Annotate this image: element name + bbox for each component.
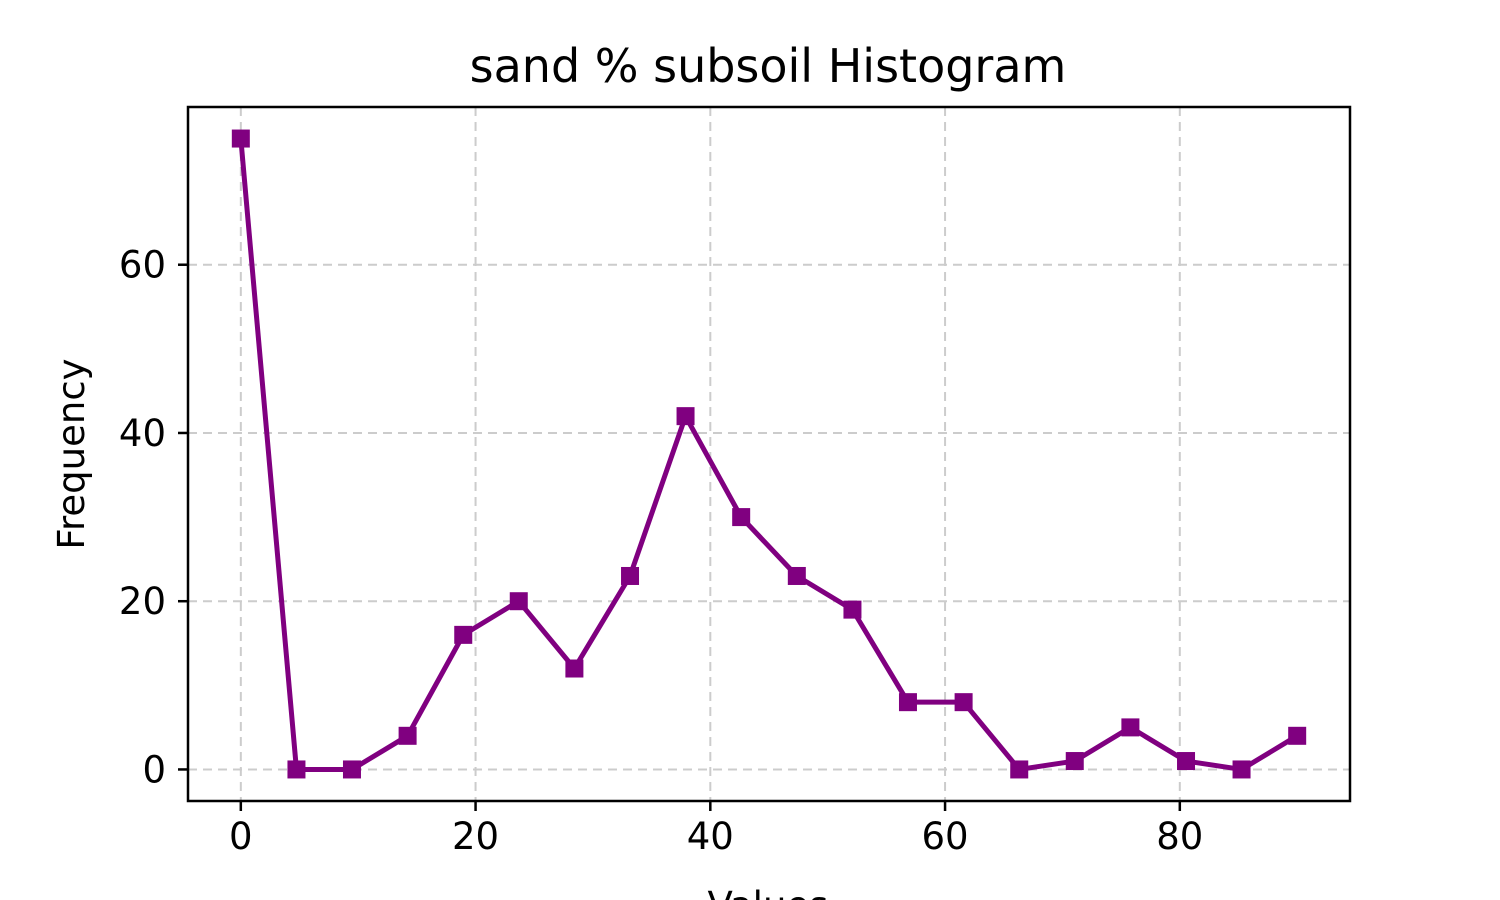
x-tick-label: 80 — [1156, 815, 1203, 858]
data-point — [1288, 726, 1307, 745]
data-point — [398, 726, 417, 745]
data-point — [732, 508, 751, 527]
data-point — [1065, 752, 1084, 771]
data-point — [509, 592, 528, 611]
y-tick-label: 60 — [119, 244, 166, 287]
data-point — [287, 760, 306, 779]
y-tick-label: 40 — [119, 412, 166, 455]
grid — [188, 107, 1350, 801]
series-line — [238, 138, 1299, 772]
data-point — [1121, 718, 1140, 737]
x-tick-label: 40 — [687, 815, 734, 858]
axis-ticks: 0 20 40 60 80 0 20 40 60 — [119, 244, 1203, 858]
data-point — [1177, 752, 1196, 771]
x-axis-label: Values — [708, 884, 829, 900]
y-axis-label: Frequency — [50, 358, 93, 549]
series — [231, 129, 1307, 779]
data-point — [565, 659, 584, 678]
data-point — [231, 129, 250, 148]
x-tick-label: 20 — [452, 815, 499, 858]
data-point — [621, 566, 640, 585]
plot-frame — [186, 105, 1352, 803]
data-point — [676, 407, 695, 426]
data-point — [342, 760, 361, 779]
data-point — [898, 693, 917, 712]
chart-title: sand % subsoil Histogram — [470, 39, 1067, 93]
data-point — [1232, 760, 1251, 779]
y-tick-label: 20 — [119, 580, 166, 623]
data-point — [454, 625, 473, 644]
data-point — [954, 693, 973, 712]
y-tick-label: 0 — [142, 748, 166, 791]
data-point — [787, 566, 806, 585]
data-point — [1010, 760, 1029, 779]
data-point — [843, 600, 862, 619]
x-tick-label: 60 — [922, 815, 969, 858]
x-tick-label: 0 — [229, 815, 253, 858]
